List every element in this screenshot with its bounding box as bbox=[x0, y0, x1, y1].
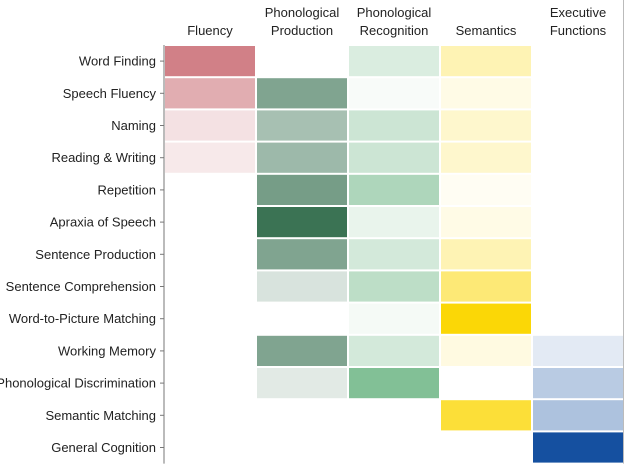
heatmap-cell bbox=[257, 110, 347, 141]
row-label: Word Finding bbox=[79, 54, 156, 69]
column-label: Executive bbox=[550, 5, 606, 20]
heatmap-cell bbox=[441, 303, 531, 334]
heatmap-cell bbox=[441, 335, 531, 366]
heatmap-cell bbox=[257, 174, 347, 205]
heatmap-cell bbox=[533, 335, 623, 366]
heatmap-cell bbox=[349, 142, 439, 173]
heatmap-cell bbox=[257, 368, 347, 399]
heatmap-cell bbox=[441, 78, 531, 109]
row-label: Naming bbox=[111, 118, 156, 133]
row-label: Speech Fluency bbox=[63, 86, 157, 101]
heatmap-cell bbox=[349, 303, 439, 334]
heatmap-cell bbox=[441, 207, 531, 238]
heatmap-cell bbox=[441, 110, 531, 141]
heatmap-cell bbox=[533, 368, 623, 399]
row-label: Sentence Production bbox=[35, 247, 156, 262]
row-labels: Word Finding Speech Fluency Naming Reading … bbox=[0, 54, 156, 455]
column-label: Production bbox=[271, 23, 333, 38]
heatmap-cell bbox=[349, 335, 439, 366]
heatmap-cell bbox=[165, 110, 255, 141]
row-label: Phonological Discrimination bbox=[0, 376, 156, 391]
row-label: Apraxia of Speech bbox=[50, 215, 156, 230]
heatmap-cell bbox=[257, 78, 347, 109]
row-label: Sentence Comprehension bbox=[6, 279, 156, 294]
column-label: Phonological bbox=[357, 5, 432, 20]
heatmap-cell bbox=[441, 46, 531, 77]
heatmap-cell bbox=[441, 271, 531, 302]
row-label: Word-to-Picture Matching bbox=[9, 311, 156, 326]
column-label: Fluency bbox=[187, 23, 233, 38]
heatmap-cell bbox=[257, 335, 347, 366]
column-labels: Fluency Phonological Production Phonologica… bbox=[187, 5, 606, 38]
heatmap-cells bbox=[165, 46, 623, 463]
heatmap-cell bbox=[349, 239, 439, 270]
heatmap-cell bbox=[441, 174, 531, 205]
heatmap-cell bbox=[441, 142, 531, 173]
heatmap-cell bbox=[533, 400, 623, 431]
row-label: Semantic Matching bbox=[45, 408, 156, 423]
row-label: Working Memory bbox=[58, 343, 157, 358]
heatmap-cell bbox=[257, 239, 347, 270]
row-label: General Cognition bbox=[51, 440, 156, 455]
heatmap-cell bbox=[349, 368, 439, 399]
row-label: Repetition bbox=[97, 182, 156, 197]
heatmap-cell bbox=[257, 271, 347, 302]
column-label: Phonological bbox=[265, 5, 340, 20]
heatmap-cell bbox=[165, 142, 255, 173]
heatmap-cell bbox=[349, 78, 439, 109]
column-label: Functions bbox=[550, 23, 607, 38]
column-label: Recognition bbox=[360, 23, 429, 38]
heatmap-cell bbox=[165, 78, 255, 109]
heatmap-cell bbox=[349, 271, 439, 302]
axes bbox=[160, 0, 624, 464]
heatmap-cell bbox=[349, 46, 439, 77]
heatmap-cell bbox=[257, 142, 347, 173]
heatmap-cell bbox=[349, 207, 439, 238]
heatmap-cell bbox=[349, 110, 439, 141]
heatmap-cell bbox=[165, 46, 255, 77]
heatmap-cell bbox=[349, 174, 439, 205]
heatmap-cell bbox=[257, 207, 347, 238]
heatmap-cell bbox=[533, 432, 623, 463]
column-label: Semantics bbox=[456, 23, 517, 38]
heatmap-cell bbox=[441, 239, 531, 270]
row-label: Reading & Writing bbox=[51, 150, 156, 165]
heatmap-cell bbox=[441, 400, 531, 431]
